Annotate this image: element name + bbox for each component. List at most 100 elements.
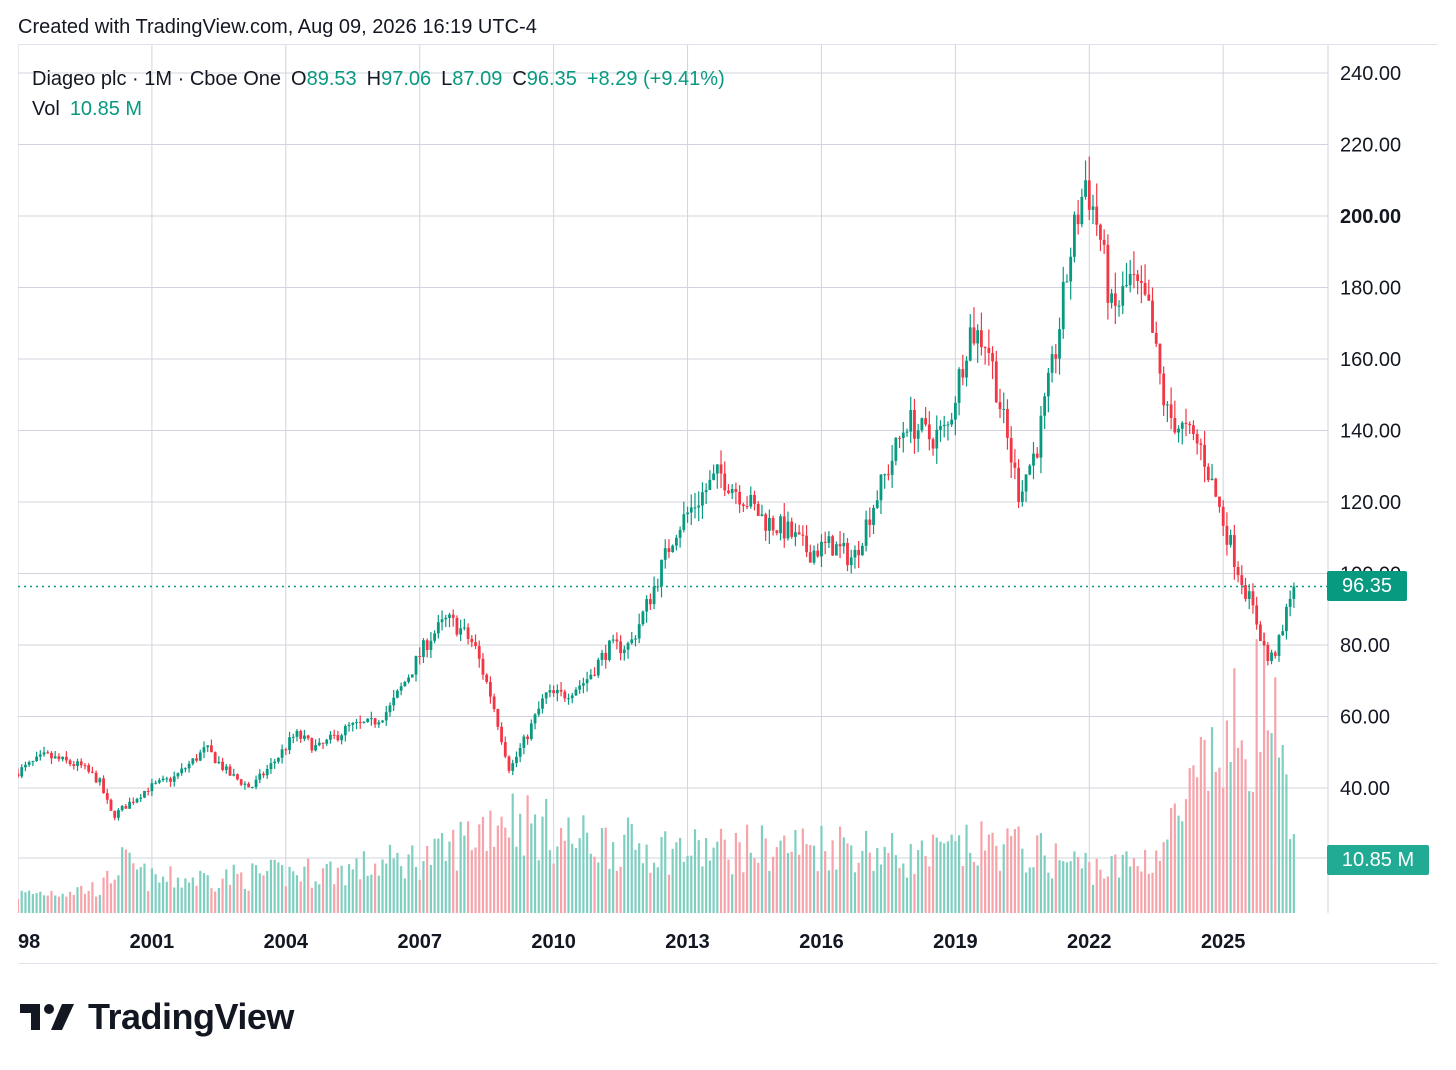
volume-bar bbox=[1032, 867, 1035, 913]
volume-bar bbox=[850, 845, 853, 913]
volume-bar bbox=[690, 855, 693, 913]
candle-body bbox=[622, 649, 626, 654]
volume-bar bbox=[1229, 761, 1232, 913]
candle-body bbox=[53, 756, 57, 759]
volume-bar bbox=[210, 888, 213, 913]
x-tick-label: 2004 bbox=[264, 931, 309, 953]
volume-bar bbox=[1155, 850, 1158, 913]
candle-body bbox=[965, 360, 968, 378]
candle-body bbox=[905, 431, 909, 433]
volume-bar bbox=[950, 834, 953, 913]
candle-body bbox=[489, 681, 492, 697]
candle-body bbox=[808, 552, 812, 563]
candle-body bbox=[299, 730, 303, 739]
volume-bar bbox=[809, 844, 812, 913]
volume-bar bbox=[920, 840, 923, 913]
volume-bar bbox=[749, 852, 752, 913]
volume-bar bbox=[1255, 639, 1258, 913]
volume-bar bbox=[392, 858, 395, 913]
candle-body bbox=[79, 761, 83, 766]
volume-bar bbox=[463, 835, 466, 913]
candle-body bbox=[306, 735, 310, 739]
volume-bar bbox=[1225, 720, 1229, 913]
candle-body bbox=[288, 737, 291, 751]
candle-body bbox=[425, 640, 429, 650]
chart-pane[interactable]: 240.00 220.00 200.00 180.00 160.00 140.00 120.… bbox=[18, 44, 1438, 964]
volume-bar bbox=[1047, 872, 1050, 913]
x-tick-label: 2022 bbox=[1067, 931, 1112, 953]
volume-bar bbox=[347, 864, 351, 913]
last-price-tag: 96.35 bbox=[1327, 571, 1407, 601]
volume-bar bbox=[790, 851, 793, 913]
candle-body bbox=[719, 464, 723, 474]
candle-body bbox=[1151, 300, 1154, 333]
volume-bar bbox=[931, 834, 935, 913]
volume-bar bbox=[586, 832, 589, 913]
high-label: H bbox=[366, 67, 382, 90]
volume-bar bbox=[961, 866, 964, 913]
y-tick-label: 40.00 bbox=[1340, 778, 1390, 800]
volume-bar bbox=[831, 840, 834, 913]
volume-bar bbox=[80, 885, 83, 913]
candle-body bbox=[355, 722, 358, 724]
volume-bar bbox=[240, 872, 243, 913]
candle-body bbox=[846, 542, 849, 566]
volume-bar bbox=[1207, 790, 1210, 913]
candle-body bbox=[366, 718, 370, 723]
volume-bar bbox=[381, 859, 384, 913]
volume-bar bbox=[333, 884, 336, 913]
volume-bar bbox=[444, 860, 447, 913]
candle-body bbox=[529, 723, 533, 740]
volume-bar bbox=[507, 837, 511, 913]
candle-body bbox=[1273, 652, 1277, 656]
candle-body bbox=[276, 757, 280, 762]
volume-bar bbox=[768, 870, 771, 913]
candle-body bbox=[1180, 422, 1184, 429]
candle-body bbox=[172, 776, 176, 782]
candle-body bbox=[764, 514, 768, 531]
candle-body bbox=[61, 756, 65, 760]
candle-body bbox=[42, 752, 46, 755]
volume-bar bbox=[731, 874, 734, 913]
volume-bar bbox=[459, 821, 462, 913]
candle-body bbox=[634, 638, 637, 640]
candle-body bbox=[570, 695, 574, 699]
volume-bar bbox=[1292, 834, 1295, 913]
volume-bar bbox=[173, 887, 176, 913]
volume-bar bbox=[946, 841, 950, 913]
candle-body bbox=[64, 756, 68, 761]
volume-bar bbox=[913, 874, 916, 913]
volume-bar bbox=[269, 859, 273, 913]
candle-body bbox=[890, 460, 894, 475]
volume-bar bbox=[697, 840, 700, 913]
candle-body bbox=[782, 516, 786, 539]
volume-bar bbox=[344, 885, 347, 913]
candle-body bbox=[894, 437, 898, 461]
candle-body bbox=[533, 714, 537, 724]
tradingview-logo[interactable]: TradingView bbox=[20, 996, 294, 1038]
low-value: 87.09 bbox=[452, 67, 503, 90]
symbol-info[interactable]: Diageo plc · 1M · Cboe One bbox=[32, 67, 282, 90]
volume-bar bbox=[567, 817, 570, 913]
candle-body bbox=[593, 674, 596, 676]
volume-bar bbox=[612, 842, 615, 913]
price-chart[interactable]: 240.00 220.00 200.00 180.00 160.00 140.00 120.… bbox=[18, 45, 1438, 963]
candle-body bbox=[868, 519, 872, 525]
volume-bar bbox=[76, 887, 79, 913]
candle-body bbox=[135, 798, 139, 803]
volume-bar bbox=[574, 847, 578, 913]
candle-body bbox=[581, 683, 585, 686]
volume-bar bbox=[846, 843, 849, 913]
volume-bar bbox=[1147, 873, 1150, 913]
candle-body bbox=[444, 617, 448, 620]
volume-bar bbox=[786, 853, 790, 913]
candle-body bbox=[667, 548, 671, 552]
volume-bar bbox=[891, 833, 894, 913]
volume-bar bbox=[143, 863, 146, 913]
candle-body bbox=[1076, 214, 1080, 225]
volume-bar bbox=[1136, 866, 1139, 913]
candle-body bbox=[887, 474, 890, 476]
candle-body bbox=[139, 797, 143, 799]
candle-body bbox=[1002, 409, 1006, 411]
volume-bar bbox=[1214, 771, 1217, 913]
